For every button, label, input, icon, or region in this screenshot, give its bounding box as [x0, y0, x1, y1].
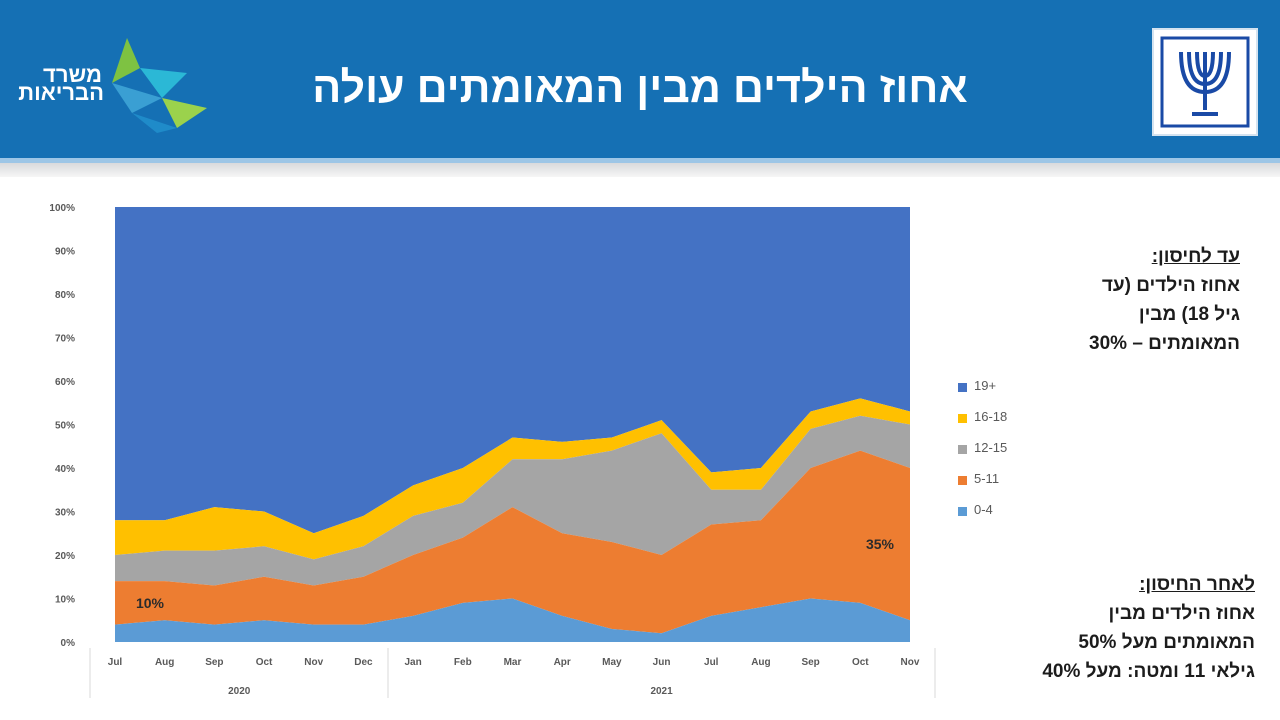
page-title: אחוז הילדים מבין המאומתים עולה [312, 64, 968, 112]
header-accent-line [0, 158, 1280, 163]
after-vaccine-title: לאחר החיסון: [1139, 574, 1255, 595]
logo-text-line1: משרד [43, 62, 102, 87]
x-tick-label: Nov [304, 657, 323, 668]
stacked-area-chart: 0% 10% 20% 30% 40% 50% 60% 70% 80% 90% 100% Jul Aug S… [49, 203, 936, 698]
legend-label: 0-4 [974, 502, 993, 517]
x-tick-label: Sep [801, 657, 819, 668]
area-series-16-18 [115, 398, 910, 560]
after-vaccine-line: אחוז הילדים מבין [1108, 603, 1255, 624]
legend-label: 16-18 [974, 409, 1008, 424]
y-tick-label: 100% [49, 203, 75, 214]
y-tick-label: 60% [55, 377, 75, 388]
legend-swatch [958, 507, 967, 516]
state-emblem-logo [1152, 28, 1258, 136]
x-tick-label: Aug [155, 657, 174, 668]
area-series-19+ [115, 207, 910, 534]
after-vaccine-note: לאחר החיסון: אחוז הילדים מבין המאומתים מ… [985, 570, 1255, 686]
x-tick-label: Dec [354, 657, 373, 668]
before-vaccine-title: עד לחיסון: [1151, 246, 1240, 267]
y-tick-label: 30% [55, 508, 75, 519]
year-group-label: 2020 [228, 686, 251, 697]
before-vaccine-line: המאומתים – 30% [1089, 333, 1240, 354]
after-vaccine-line: גילאי 11 ומטה: מעל 40% [1042, 661, 1255, 682]
x-tick-label: Oct [852, 657, 869, 668]
legend-label: 19+ [974, 378, 997, 393]
ministry-of-health-logo [112, 38, 207, 133]
legend-swatch [958, 383, 967, 392]
x-tick-label: Jul [704, 657, 719, 668]
x-tick-label: Jun [653, 657, 671, 668]
x-tick-label: Jul [108, 657, 123, 668]
menorah-icon [1160, 36, 1250, 128]
x-tick-label: Apr [554, 657, 571, 668]
y-tick-label: 70% [55, 334, 75, 345]
area-series-0-4 [115, 598, 910, 642]
chart-areas [115, 207, 910, 642]
data-annotation-label: 10% [136, 595, 165, 611]
year-group-label: 2021 [650, 686, 673, 697]
area-series-5-11 [115, 450, 910, 634]
y-tick-label: 40% [55, 464, 75, 475]
legend-swatch [958, 445, 967, 454]
y-tick-label: 0% [61, 638, 76, 649]
x-tick-label: Mar [504, 657, 522, 668]
y-tick-label: 90% [55, 247, 75, 258]
header-shadow [0, 163, 1280, 177]
area-series-12-15 [115, 415, 910, 586]
before-vaccine-line: גיל 18) מבין [1138, 304, 1240, 325]
before-vaccine-line: אחוז הילדים (עד [1101, 275, 1240, 296]
chart-axes: 0% 10% 20% 30% 40% 50% 60% 70% 80% 90% 100% Jul Aug S… [49, 203, 936, 698]
legend-swatch [958, 476, 967, 485]
y-tick-label: 80% [55, 290, 75, 301]
legend-label: 5-11 [974, 471, 1000, 486]
legend-label: 12-15 [974, 440, 1008, 455]
before-vaccine-note: עד לחיסון: אחוז הילדים (עד גיל 18) מבין … [1040, 242, 1240, 358]
x-tick-label: May [602, 657, 622, 668]
chart-annotations: 10% 35% [136, 536, 895, 611]
y-tick-label: 10% [55, 595, 75, 606]
x-tick-label: Nov [901, 657, 920, 668]
x-tick-label: Oct [256, 657, 273, 668]
x-tick-label: Sep [205, 657, 223, 668]
x-tick-label: Jan [405, 657, 422, 668]
after-vaccine-line: המאומתים מעל 50% [1078, 632, 1255, 653]
data-annotation-label: 35% [866, 536, 895, 552]
header-bar [0, 0, 1280, 158]
logo-text-line2: הבריאות [18, 80, 104, 105]
y-tick-label: 20% [55, 551, 75, 562]
x-tick-label: Aug [751, 657, 770, 668]
x-tick-label: Feb [454, 657, 472, 668]
y-tick-label: 50% [55, 421, 75, 432]
legend-swatch [958, 414, 967, 423]
